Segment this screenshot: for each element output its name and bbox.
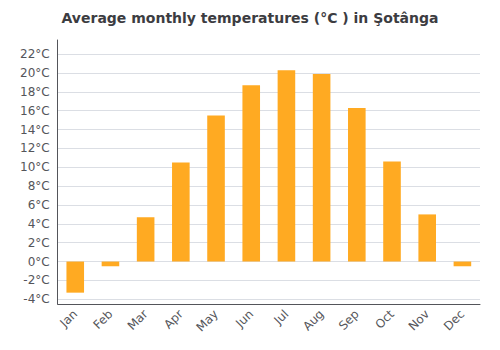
svg-text:6°C: 6°C <box>28 198 50 212</box>
svg-text:16°C: 16°C <box>20 104 50 118</box>
svg-text:May: May <box>194 307 221 334</box>
svg-text:Nov: Nov <box>406 307 432 333</box>
svg-text:10°C: 10°C <box>20 160 50 174</box>
svg-text:Sep: Sep <box>336 307 362 333</box>
svg-text:Jan: Jan <box>57 307 81 331</box>
svg-text:20°C: 20°C <box>20 66 50 80</box>
svg-text:Dec: Dec <box>441 307 467 333</box>
svg-text:-4°C: -4°C <box>23 292 49 306</box>
svg-text:Jul: Jul <box>271 307 292 328</box>
svg-text:-2°C: -2°C <box>23 273 49 287</box>
svg-text:Feb: Feb <box>90 307 115 332</box>
svg-text:18°C: 18°C <box>20 85 50 99</box>
svg-text:Average monthly temperatures (: Average monthly temperatures (°C ) in Şo… <box>62 10 439 26</box>
svg-text:0°C: 0°C <box>28 255 50 269</box>
svg-text:8°C: 8°C <box>28 179 50 193</box>
svg-text:Oct: Oct <box>372 307 397 332</box>
svg-text:12°C: 12°C <box>20 141 50 155</box>
svg-text:Apr: Apr <box>161 307 186 332</box>
svg-text:2°C: 2°C <box>28 236 50 250</box>
svg-text:14°C: 14°C <box>20 123 50 137</box>
svg-text:Mar: Mar <box>125 307 151 333</box>
svg-text:22°C: 22°C <box>20 47 50 61</box>
svg-text:Aug: Aug <box>300 307 326 333</box>
svg-text:4°C: 4°C <box>28 217 50 231</box>
svg-text:Jun: Jun <box>232 307 256 331</box>
